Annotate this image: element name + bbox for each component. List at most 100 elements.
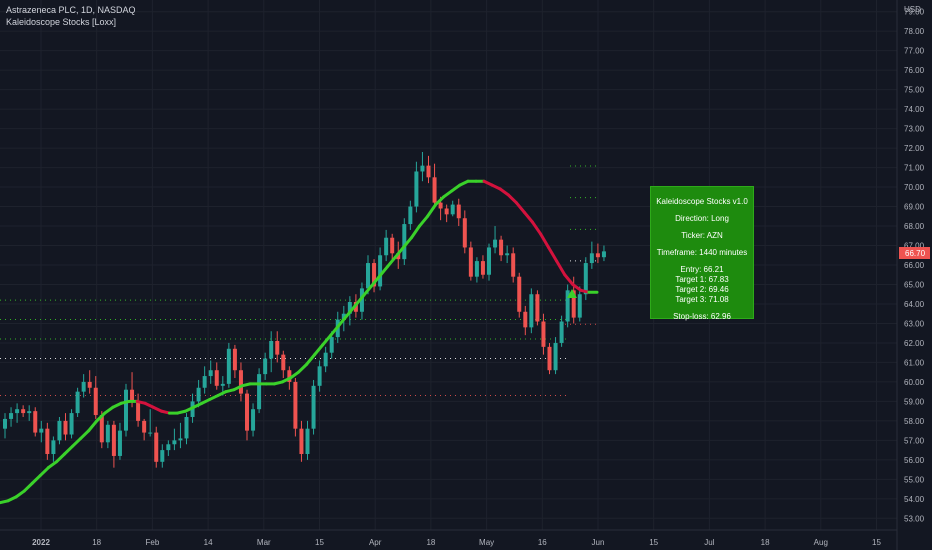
candle-body: [601, 251, 606, 258]
ma-segment: [63, 444, 75, 456]
ma-segment: [377, 265, 389, 279]
y-tick-label: 58.00: [904, 417, 925, 426]
candle-body: [384, 237, 389, 256]
candle-body: [487, 247, 491, 275]
candle-body: [136, 401, 141, 421]
y-tick-label: 59.00: [904, 397, 925, 406]
candle-body: [39, 428, 44, 433]
info-ticker: Ticker: AZN: [681, 231, 723, 240]
ma-segment: [555, 259, 567, 277]
x-tick-label: 15: [649, 538, 658, 547]
candle-body: [396, 253, 401, 260]
ma-segment: [401, 236, 413, 249]
info-target-1: Target 1: 67.83: [675, 275, 729, 284]
y-tick-label: 70.00: [904, 183, 925, 192]
x-tick-label: 18: [92, 538, 101, 547]
y-tick-label: 72.00: [904, 144, 925, 153]
x-tick-label: Apr: [369, 538, 382, 547]
candle-body: [444, 208, 449, 215]
ma-segment: [95, 411, 107, 423]
x-tick-label: 15: [315, 538, 324, 547]
y-tick-label: 77.00: [904, 47, 925, 56]
y-tick-label: 54.00: [904, 495, 925, 504]
candle-body: [99, 415, 104, 443]
ma-segment: [450, 183, 462, 193]
y-tick-label: 61.00: [904, 358, 925, 367]
ma-segment: [46, 460, 58, 470]
x-tick-label: 15: [872, 538, 881, 547]
y-tick-label: 60.00: [904, 378, 925, 387]
candle-body: [511, 253, 516, 277]
ma-segment: [522, 210, 534, 224]
candle-body: [323, 352, 328, 367]
candle-body: [178, 438, 183, 441]
ma-segment: [305, 353, 317, 366]
ma-segment: [288, 370, 300, 380]
ma-segment: [539, 232, 551, 249]
y-tick-label: 67.00: [904, 242, 925, 251]
candle-body: [15, 409, 20, 414]
candle-body: [372, 263, 377, 287]
x-tick-label: May: [479, 538, 494, 547]
x-tick-label: Aug: [814, 538, 828, 547]
indicator-title[interactable]: Kaleidoscope Stocks [Loxx]: [6, 17, 117, 27]
ma-segment: [434, 195, 446, 207]
candle-body: [232, 348, 237, 371]
candle-body: [257, 374, 262, 410]
candle-body: [166, 444, 171, 451]
y-tick-label: 71.00: [904, 164, 925, 173]
candle-body: [196, 387, 201, 402]
ma-segment: [514, 201, 526, 214]
candle-body: [93, 387, 98, 416]
y-tick-label: 57.00: [904, 436, 925, 445]
ma-segment: [393, 245, 405, 259]
candle-body: [589, 253, 594, 264]
candle-body: [251, 409, 256, 431]
candle-body: [390, 237, 395, 254]
candle-body: [299, 428, 304, 455]
x-tick-label: Jul: [704, 538, 714, 547]
price-axis[interactable]: 53.00 54.00 55.00 56.00 57.00 58.00 59.00 60.00…: [904, 8, 925, 524]
ma-segment: [22, 481, 34, 493]
candle-body: [245, 393, 249, 431]
candle-body: [341, 313, 346, 320]
ma-segment: [418, 214, 430, 228]
y-tick-label: 53.00: [904, 514, 925, 523]
info-entry: Entry: 66.21: [680, 265, 724, 274]
candle-body: [9, 413, 14, 419]
ma-segment: [14, 489, 26, 499]
candle-body: [124, 389, 128, 431]
y-tick-label: 62.00: [904, 339, 925, 348]
candle-body: [378, 255, 383, 287]
ma-segment: [54, 452, 67, 464]
candle-body: [577, 294, 582, 318]
time-axis[interactable]: 2022 18 Feb 14 Mar 15 Apr 18 May 16 Jun 15 Jul 18 Aug 1…: [32, 538, 881, 547]
candle-body: [33, 411, 38, 433]
candle-body: [111, 424, 116, 456]
ma-segment: [571, 282, 583, 292]
candle-body: [462, 218, 467, 248]
candle-body: [450, 204, 455, 215]
y-tick-label: 75.00: [904, 86, 925, 95]
x-tick-label: 2022: [32, 538, 50, 547]
y-tick-label: 56.00: [904, 456, 925, 465]
ma-segment: [530, 220, 543, 236]
y-tick-label: 79.00: [904, 8, 925, 17]
info-stoploss: Stop-loss: 62.96: [673, 312, 731, 321]
candle-body: [474, 261, 479, 277]
candle-body: [499, 239, 504, 256]
candle-body: [87, 381, 92, 388]
symbol-title[interactable]: Astrazeneca PLC, 1D, NASDAQ: [6, 5, 136, 15]
candle-body: [402, 224, 407, 260]
candle-body: [305, 428, 310, 455]
candle-body: [426, 165, 431, 178]
ma-segment: [30, 473, 42, 485]
candle-body: [535, 294, 540, 322]
ma-segment: [547, 245, 559, 263]
y-tick-label: 78.00: [904, 27, 925, 36]
candle-body: [21, 409, 26, 414]
ma-segment: [385, 255, 397, 269]
info-direction: Direction: Long: [675, 214, 729, 223]
ma-segment: [87, 419, 99, 433]
